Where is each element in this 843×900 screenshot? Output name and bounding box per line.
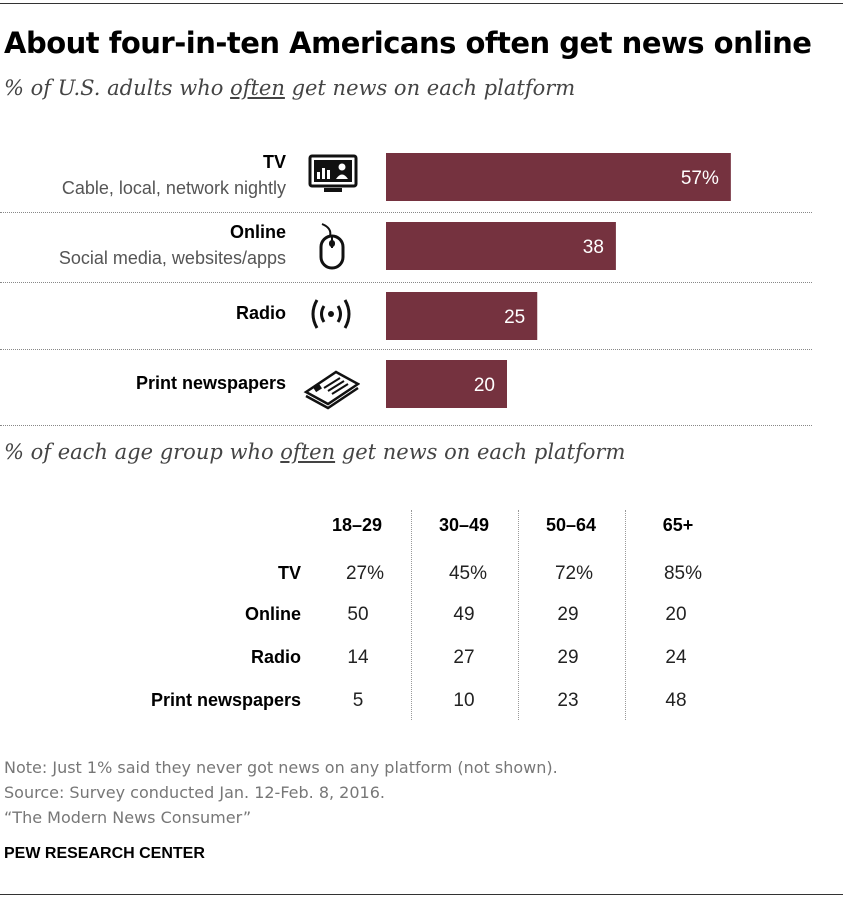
category-online: Online Social media, websites/apps: [0, 222, 286, 269]
table-cell: 85%: [663, 563, 703, 584]
bar-value-label: 38: [583, 237, 604, 258]
top-rule: [0, 3, 843, 4]
newspaper-icon: [303, 370, 360, 410]
table-cell: 10: [453, 690, 475, 711]
bar-online: [386, 222, 616, 270]
column-header: 50–64: [545, 515, 597, 535]
table-cell: 29: [557, 604, 579, 625]
column-header: 30–49: [438, 515, 490, 535]
table-row-label: Online: [244, 604, 301, 624]
row-divider: [0, 282, 812, 283]
table-cell: 24: [665, 647, 687, 668]
bar-radio: [386, 292, 538, 340]
report-title: “The Modern News Consumer”: [4, 808, 252, 827]
tv-icon: [308, 154, 358, 192]
chart-subtitle: % of U.S. adults who often get news on e…: [4, 76, 576, 100]
table-cell: 5: [352, 690, 364, 711]
column-header: 65+: [662, 515, 694, 535]
bar-value-label: 25: [504, 307, 525, 328]
category-name: Online: [229, 222, 286, 242]
row-divider: [0, 212, 812, 213]
chart-title: About four-in-ten Americans often get ne…: [4, 26, 812, 60]
bar-print-newspapers: [386, 360, 507, 408]
category-name: Print newspapers: [135, 373, 286, 393]
category-print: Print newspapers: [0, 373, 286, 394]
category-desc: Cable, local, network nightly: [61, 178, 286, 198]
table-cell: 45%: [448, 563, 488, 584]
table-cell: 27: [453, 647, 475, 668]
column-divider: [518, 510, 519, 720]
bottom-rule: [0, 894, 843, 895]
table-cell: 29: [557, 647, 579, 668]
table-row-label: TV: [277, 563, 301, 583]
source-text: Source: Survey conducted Jan. 12-Feb. 8,…: [4, 783, 385, 802]
table-cell: 27%: [345, 563, 385, 584]
table-cell: 14: [347, 647, 369, 668]
table-cell: 50: [347, 604, 369, 625]
category-desc: Social media, websites/apps: [58, 248, 286, 268]
category-tv: TV Cable, local, network nightly: [0, 152, 286, 199]
category-name: TV: [262, 152, 286, 172]
bar-chart: 57% 38 25 20: [386, 153, 731, 408]
category-name: Radio: [235, 303, 286, 323]
category-radio: Radio: [0, 303, 286, 324]
row-divider: [0, 349, 812, 350]
table-subtitle: % of each age group who often get news o…: [4, 440, 626, 464]
table-row-label: Print newspapers: [150, 690, 301, 710]
table-cell: 20: [665, 604, 687, 625]
table-cell: 48: [665, 690, 687, 711]
row-divider: [0, 425, 812, 426]
bar-tv: [386, 153, 731, 201]
radio-waves-icon: [311, 299, 351, 329]
table-cell: 72%: [554, 563, 594, 584]
table-row-label: Radio: [250, 647, 301, 667]
org-logo-text: PEW RESEARCH CENTER: [4, 845, 205, 862]
column-header: 18–29: [331, 515, 383, 535]
table-cell: 23: [557, 690, 579, 711]
bar-value-label: 20: [474, 375, 495, 396]
column-divider: [625, 510, 626, 720]
table-cell: 49: [453, 604, 475, 625]
mouse-icon: [319, 223, 345, 270]
column-divider: [411, 510, 412, 720]
bar-value-label: 57%: [681, 168, 719, 189]
note-text: Note: Just 1% said they never got news o…: [4, 758, 558, 777]
